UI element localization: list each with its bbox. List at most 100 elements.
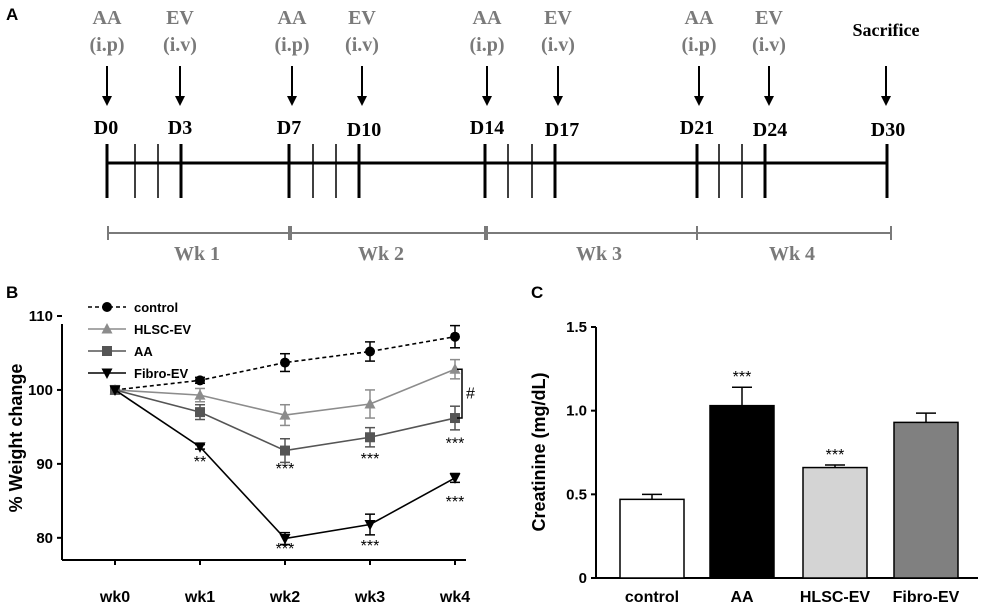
week-label-3: Wk 3: [576, 243, 622, 265]
arrow-head-aa-1: [102, 96, 112, 106]
arrow-head-aa-2: [287, 96, 297, 106]
x-tick-label-wk0: wk0: [99, 589, 130, 606]
legend-label-fibro-ev: Fibro-EV: [134, 366, 188, 381]
legend-marker-hlsc-ev: [101, 323, 113, 334]
x-tick-label-wk3: wk3: [354, 589, 385, 606]
bar-fibro-ev: [893, 421, 959, 579]
x-tick-label-control: control: [625, 589, 679, 606]
day-label-d14: D14: [470, 117, 504, 139]
point-aa-1: [195, 407, 205, 418]
arrow-head-ev-4: [764, 96, 774, 106]
point-fibro-ev-2: [279, 534, 291, 545]
aa-route-2: (i.p): [275, 34, 310, 56]
ev-route-4: (i.v): [752, 34, 786, 56]
week-label-1: Wk 1: [174, 243, 220, 265]
point-control-3: [365, 346, 375, 357]
y-tick-label-0: 80: [36, 530, 53, 547]
ev-label-4: EV: [755, 7, 783, 29]
ev-route-2: (i.v): [345, 34, 379, 56]
x-tick-label-aa: AA: [730, 589, 754, 606]
significance-label-0: **: [194, 454, 206, 471]
y-axis-title: Creatinine (mg/dL): [529, 372, 549, 531]
point-hlsc-ev-2: [279, 409, 291, 420]
sacrifice-label: Sacrifice: [853, 20, 920, 40]
x-tick-label-fibro-ev: Fibro-EV: [893, 589, 960, 606]
point-hlsc-ev-1: [194, 389, 206, 400]
y-tick-label-1: 90: [36, 456, 53, 473]
y-tick-label-2: 1.0: [566, 403, 587, 420]
day-label-d7: D7: [277, 117, 301, 139]
x-tick-label-hlsc-ev: HLSC-EV: [800, 589, 871, 606]
aa-route-3: (i.p): [470, 34, 505, 56]
significance-label-0: ***: [733, 369, 752, 386]
x-tick-label-wk4: wk4: [439, 589, 470, 606]
weight-change-chart: 80 90 100 110 wk0 wk1 wk2 wk3 wk4 % Weight change…: [6, 300, 475, 606]
point-aa-3: [365, 432, 375, 443]
aa-label-4: AA: [685, 7, 714, 29]
x-tick-label-wk1: wk1: [184, 589, 215, 606]
point-fibro-ev-3: [364, 520, 376, 531]
arrow-head-sacrifice: [881, 96, 891, 106]
panel-a-label: A: [6, 5, 18, 24]
y-tick-label-3: 110: [29, 308, 53, 325]
treatment-timeline: AA (i.p) AA (i.p) AA (i.p) AA (i.p) EV (…: [90, 7, 920, 265]
ev-route-3: (i.v): [541, 34, 575, 56]
day-label-d21: D21: [680, 117, 714, 139]
day-label-d24: D24: [753, 119, 787, 141]
panel-b-label: B: [6, 283, 18, 302]
ev-label-3: EV: [544, 7, 572, 29]
aa-route-4: (i.p): [682, 34, 717, 56]
week-label-4: Wk 4: [769, 243, 815, 265]
arrow-head-aa-3: [482, 96, 492, 106]
bar-hlsc-ev: [802, 466, 868, 579]
legend-marker-control: [102, 302, 112, 312]
legend-marker-aa: [102, 346, 112, 356]
panel-c-label: C: [531, 283, 543, 302]
significance-label-1: ***: [826, 447, 845, 464]
significance-label-6: ***: [446, 494, 465, 511]
aa-label-2: AA: [278, 7, 307, 29]
significance-label-3: ***: [446, 435, 465, 452]
point-aa-4: [450, 413, 460, 424]
y-tick-label-1: 0.5: [566, 486, 587, 503]
arrow-head-ev-2: [357, 96, 367, 106]
arrow-head-aa-4: [694, 96, 704, 106]
significance-hash: #: [466, 386, 475, 403]
significance-bracket: [457, 368, 463, 419]
aa-label-1: AA: [93, 7, 122, 29]
day-label-d30: D30: [871, 119, 905, 141]
day-label-d10: D10: [347, 119, 381, 141]
aa-route-1: (i.p): [90, 34, 125, 56]
arrow-head-ev-3: [553, 96, 563, 106]
x-tick-label-wk2: wk2: [269, 589, 300, 606]
point-hlsc-ev-3: [364, 397, 376, 409]
significance-label-4: ***: [276, 541, 295, 558]
legend-label-hlsc-ev: HLSC-EV: [134, 322, 191, 337]
point-control-2: [280, 357, 290, 368]
significance-label-5: ***: [361, 538, 380, 555]
ev-route-1: (i.v): [163, 34, 197, 56]
arrow-head-ev-1: [175, 96, 185, 106]
series-line-control: [114, 335, 456, 391]
point-fibro-ev-1: [194, 442, 206, 453]
legend-label-aa: AA: [134, 344, 153, 359]
ev-label-1: EV: [166, 7, 194, 29]
y-tick-label-3: 1.5: [566, 319, 587, 336]
point-control-4: [450, 331, 460, 342]
point-aa-2: [280, 445, 290, 456]
point-hlsc-ev-4: [449, 363, 461, 374]
creatinine-chart: 0 0.5 1.0 1.5 Creatinine (mg/dL) control AA HLS…: [529, 319, 978, 606]
y-axis-title: % Weight change: [6, 364, 26, 513]
legend-label-control: control: [134, 300, 178, 315]
day-label-d3: D3: [168, 117, 192, 139]
significance-label-2: ***: [361, 451, 380, 468]
bar-aa: [709, 404, 775, 579]
day-label-d0: D0: [94, 117, 118, 139]
day-label-d17: D17: [545, 119, 579, 141]
y-tick-label-0: 0: [579, 570, 587, 587]
bar-control: [619, 498, 685, 579]
y-tick-label-2: 100: [28, 382, 53, 399]
point-fibro-ev-4: [449, 473, 461, 484]
significance-label-1: ***: [276, 461, 295, 478]
